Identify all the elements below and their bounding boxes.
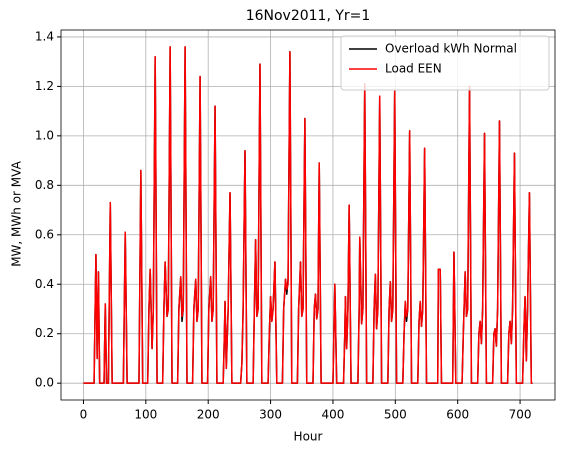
legend-label: Overload kWh Normal	[385, 42, 517, 56]
x-tick-label: 600	[446, 408, 469, 422]
y-tick-label: 0.4	[35, 277, 54, 291]
x-tick-label: 300	[259, 408, 282, 422]
legend-label: Load EEN	[385, 62, 442, 76]
y-tick-label: 1.2	[35, 79, 54, 93]
chart-title: 16Nov2011, Yr=1	[246, 8, 371, 24]
x-tick-label: 500	[384, 408, 407, 422]
series-line	[83, 46, 533, 384]
y-tick-label: 0.8	[35, 178, 54, 192]
y-axis-label: MW, MWh or MVA	[10, 160, 24, 266]
x-axis-label: Hour	[294, 430, 323, 444]
series-line	[83, 46, 533, 384]
y-tick-label: 1.4	[35, 29, 54, 43]
y-tick-label: 0.6	[35, 227, 54, 241]
x-tick-label: 700	[509, 408, 532, 422]
legend-box	[340, 35, 550, 91]
y-tick-label: 1.0	[35, 128, 54, 142]
x-tick-label: 200	[197, 408, 220, 422]
y-tick-label: 0.0	[35, 376, 54, 390]
plot-frame	[60, 29, 556, 401]
x-tick-label: 0	[80, 408, 88, 422]
x-tick-label: 100	[134, 408, 157, 422]
y-tick-label: 0.2	[35, 326, 54, 340]
x-tick-label: 400	[321, 408, 344, 422]
